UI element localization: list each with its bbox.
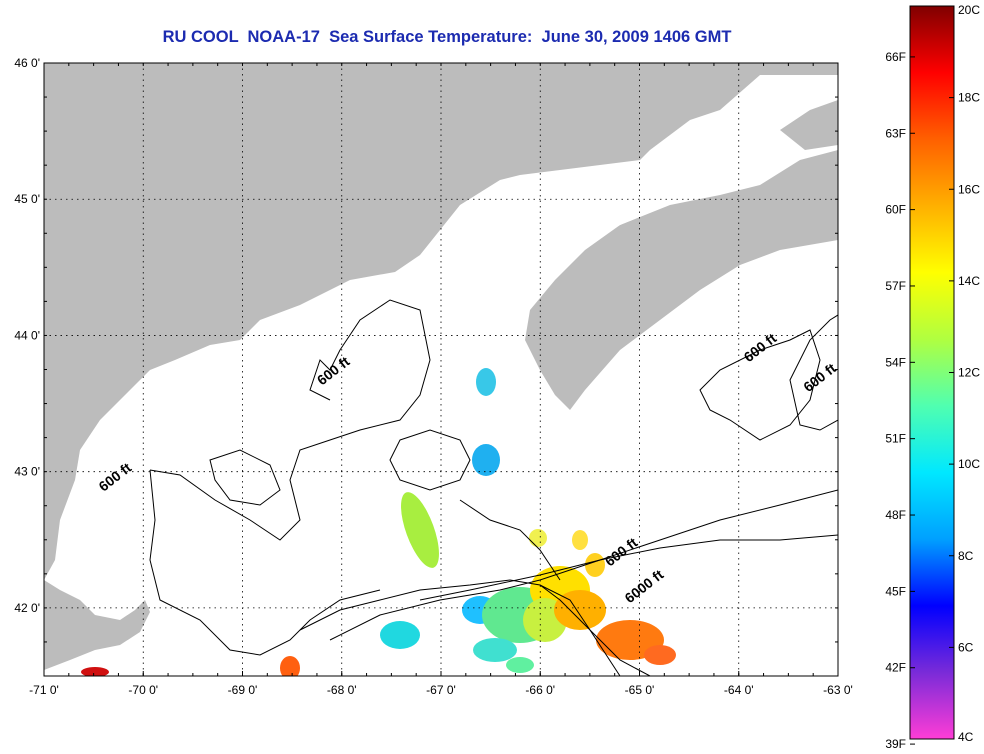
lon-tick-label: -66 0' — [525, 683, 555, 697]
colorbar-fahrenheit-label: 60F — [885, 203, 906, 217]
latitude-axis: 42 0' 43 0' 44 0' 45 0' 46 0' — [14, 56, 838, 677]
lat-tick-label: 46 0' — [14, 56, 40, 70]
colorbar-gradient — [909, 5, 955, 740]
colorbar-fahrenheit-label: 42F — [885, 661, 906, 675]
colorbar-celsius-label: 6C — [958, 640, 974, 654]
colorbar-celsius-label: 18C — [958, 91, 980, 105]
lon-tick-label: -68 0' — [327, 683, 357, 697]
map-title: RU COOL NOAA-17 Sea Surface Temperature:… — [162, 28, 732, 46]
colorbar-fahrenheit-label: 45F — [885, 584, 906, 598]
colorbar-celsius-label: 16C — [958, 182, 980, 196]
colorbar-fahrenheit-label: 39F — [885, 737, 906, 751]
colorbar-celsius-label: 10C — [958, 457, 980, 471]
lon-tick-label: -64 0' — [724, 683, 754, 697]
colorbar-celsius-label: 12C — [958, 366, 980, 380]
lon-tick-label: -71 0' — [29, 683, 59, 697]
lat-tick-label: 42 0' — [14, 601, 40, 615]
colorbar-celsius-label: 8C — [958, 549, 974, 563]
colorbar-celsius-label: 20C — [958, 3, 980, 17]
longitude-axis: -71 0' -70 0' -69 0' -68 0' -67 0' -66 0' -65 … — [29, 63, 853, 697]
lon-tick-label: -65 0' — [625, 683, 655, 697]
lon-tick-label: -63 0' — [823, 683, 853, 697]
lat-tick-label: 45 0' — [14, 192, 40, 206]
land-new-england — [44, 63, 838, 580]
colorbar-fahrenheit-label: 48F — [885, 508, 906, 522]
lat-tick-label: 44 0' — [14, 328, 40, 342]
colorbar-celsius-label: 4C — [958, 730, 974, 744]
colorbar: 20C 18C 16C 14C 12C 10C 8C 6C 4C 66F 63F 60F 57F 54F… — [885, 3, 980, 751]
land-cape-cod — [44, 580, 150, 670]
colorbar-fahrenheit-label: 63F — [885, 126, 906, 140]
colorbar-fahrenheit-label: 57F — [885, 279, 906, 293]
colorbar-celsius-labels: 20C 18C 16C 14C 12C 10C 8C 6C 4C — [949, 3, 980, 744]
water-bay-of-fundy — [505, 135, 790, 305]
colorbar-fahrenheit-labels: 66F 63F 60F 57F 54F 51F 48F 45F 42F 39F — [885, 50, 915, 751]
colorbar-fahrenheit-label: 66F — [885, 50, 906, 64]
colorbar-fahrenheit-label: 51F — [885, 432, 906, 446]
colorbar-fahrenheit-label: 54F — [885, 355, 906, 369]
colorbar-celsius-label: 14C — [958, 274, 980, 288]
lon-tick-label: -67 0' — [426, 683, 456, 697]
sst-data — [81, 368, 676, 676]
land-nova-scotia — [525, 150, 838, 410]
land-cape-breton — [780, 100, 838, 150]
lat-tick-label: 43 0' — [14, 465, 40, 479]
graticule — [44, 63, 838, 676]
lon-tick-label: -69 0' — [228, 683, 258, 697]
bathymetry-contours — [149, 299, 838, 676]
lon-tick-label: -70 0' — [128, 683, 158, 697]
